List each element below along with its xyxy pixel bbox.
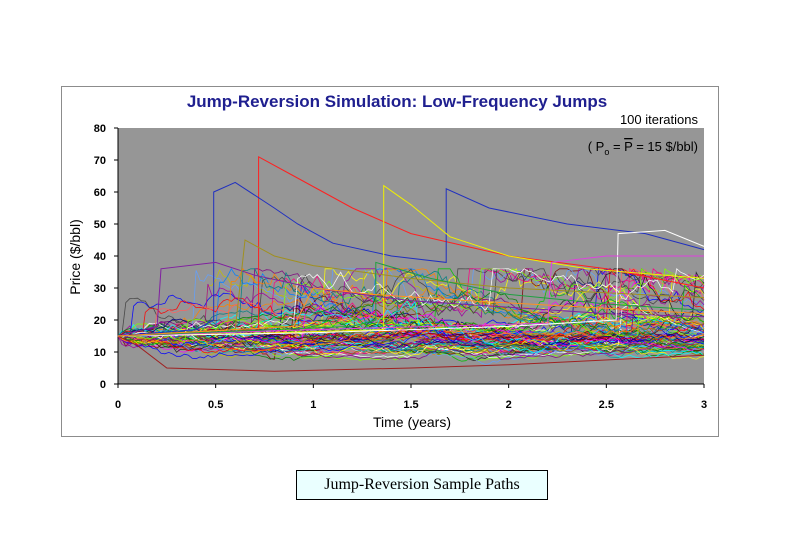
background-path [117, 303, 705, 361]
x-tick-label-1.5: 1.5 [403, 399, 418, 411]
eq-mid: = [609, 139, 624, 154]
y-tick-label-0: 0 [100, 379, 106, 391]
eq-rest: = 15 $/bbl) [633, 139, 698, 154]
y-tick-label-80: 80 [94, 123, 106, 135]
background-path [117, 325, 705, 354]
figure-caption: Jump-Reversion Sample Paths [296, 470, 548, 500]
highlighted-paths [117, 155, 705, 372]
path-yellow [117, 184, 705, 337]
background-path [117, 267, 705, 343]
path-olive [117, 239, 705, 337]
y-tick-label-70: 70 [94, 155, 106, 167]
background-path [117, 318, 705, 350]
y-tick-label-40: 40 [94, 251, 106, 263]
background-path [117, 267, 705, 344]
equation-annotation: ( Po = P = 15 $/bbl) [588, 139, 698, 157]
ticks: 0 10 20 30 40 50 60 70 80 0 0.5 1 1.5 2 2.5 3 [94, 123, 707, 411]
y-tick-label-10: 10 [94, 347, 106, 359]
x-tick-label-1: 1 [310, 399, 316, 411]
background-path [117, 268, 705, 339]
background-path [117, 268, 705, 347]
path-orange [117, 287, 705, 337]
background-path [117, 328, 705, 357]
x-axis-label: Time (years) [373, 414, 451, 430]
iterations-annotation: 100 iterations [620, 112, 699, 127]
eq-sub: o [604, 147, 609, 157]
eq-open: ( P [588, 139, 605, 154]
x-tick-label-0.5: 0.5 [208, 399, 223, 411]
x-tick-label-3: 3 [701, 399, 707, 411]
background-path [117, 327, 705, 353]
background-path [117, 330, 705, 348]
svg-text:( Po = P = 15 $/bbl): ( Po = P = 15 $/bbl) [588, 139, 698, 157]
background-path [117, 312, 705, 340]
background-path [117, 321, 705, 347]
path-magenta [117, 255, 704, 337]
y-tick-label-30: 30 [94, 283, 106, 295]
background-path [117, 268, 705, 353]
background-path [117, 307, 705, 351]
y-tick-label-50: 50 [94, 219, 106, 231]
x-tick-label-0: 0 [115, 399, 121, 411]
path-green-mid [117, 261, 705, 337]
y-axis-label: Price ($/bbl) [67, 219, 83, 294]
background-path [117, 327, 705, 360]
x-tick-label-2.5: 2.5 [599, 399, 614, 411]
chart-frame: Jump-Reversion Simulation: Low-Frequency… [61, 86, 719, 437]
jump-reversion-chart: Jump-Reversion Simulation: Low-Frequency… [67, 92, 707, 430]
path-blue-high [117, 181, 705, 337]
y-tick-label-60: 60 [94, 187, 106, 199]
path-white-right [117, 229, 705, 337]
path-purple [117, 261, 705, 337]
eq-pbar: P [624, 139, 632, 154]
y-tick-label-20: 20 [94, 315, 106, 327]
chart-title: Jump-Reversion Simulation: Low-Frequency… [187, 92, 607, 111]
x-tick-label-2: 2 [506, 399, 512, 411]
path-darkred-low [117, 335, 705, 372]
